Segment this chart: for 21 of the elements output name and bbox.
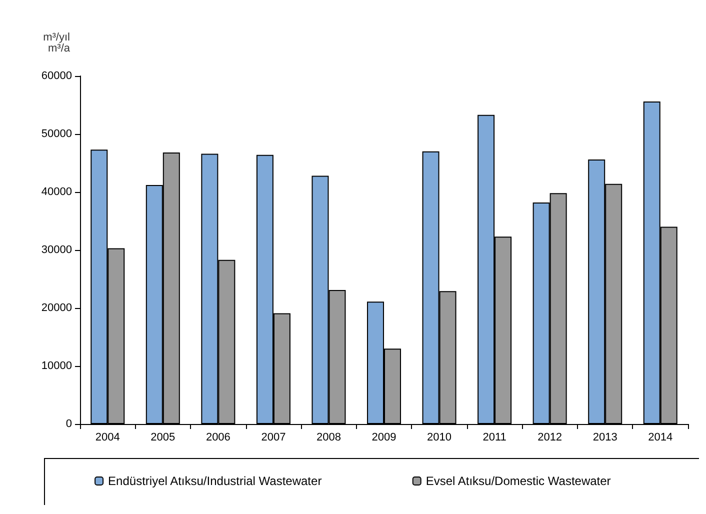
legend-label: Evsel Atıksu/Domestic Wastewater [426,474,611,488]
y-axis-title: m³/yıl m³/a [43,32,71,54]
y-tick-label: 50000 [41,128,72,140]
x-tick-label: 2009 [372,432,396,444]
y-tick-label: 30000 [41,244,72,256]
y-tick-label: 60000 [41,70,72,82]
x-tick-label: 2014 [648,432,673,444]
y-tick-label: 0 [66,418,72,430]
x-tick-label: 2004 [95,432,120,444]
y-tick-label: 20000 [41,302,72,314]
x-tick-label: 2012 [538,432,562,444]
x-tick-label: 2005 [150,432,176,444]
x-tick-label: 2006 [206,432,230,444]
x-tick-label: 2011 [482,432,506,444]
x-tick-label: 2013 [592,432,618,444]
x-tick-label: 2008 [316,432,341,444]
x-tick-label: 2007 [261,432,286,444]
y-tick-label: 40000 [41,186,72,198]
legend-label: Endüstriyel Atıksu/Industrial Wastewater [108,474,322,488]
y-tick-label: 10000 [41,360,72,372]
x-tick-label: 2010 [427,432,452,444]
